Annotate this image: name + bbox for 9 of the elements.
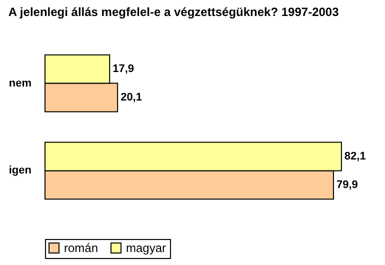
- legend-label: magyar: [126, 241, 166, 255]
- y-tick-label: nem: [8, 77, 32, 90]
- chart-title: A jelenlegi állás megfelel-e a végzettségüknek? 1997-2003: [8, 5, 340, 19]
- data-label: 20,1: [120, 91, 142, 104]
- data-label: 82,1: [344, 150, 366, 163]
- y-tick-label: igen: [8, 164, 32, 177]
- data-label: 79,9: [336, 178, 358, 191]
- legend-label: román: [64, 241, 98, 255]
- data-label: 17,9: [112, 63, 134, 76]
